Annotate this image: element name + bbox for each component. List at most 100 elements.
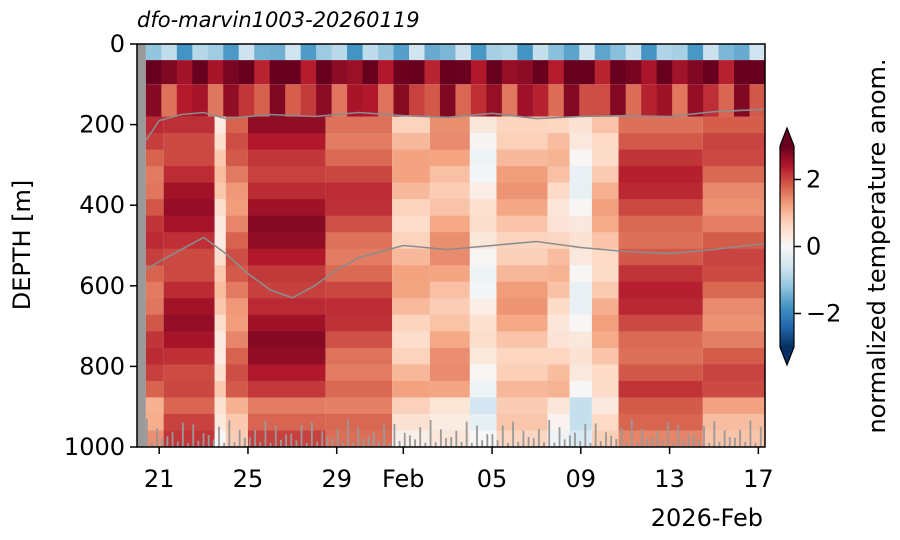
y-tick-label: 600 <box>79 272 125 300</box>
heatmap-cell <box>163 430 215 447</box>
surface-cell <box>579 60 596 85</box>
surface-cell <box>393 44 410 61</box>
bottom-missing-spike <box>238 429 241 447</box>
heatmap-cell <box>618 149 703 167</box>
bottom-missing-spike <box>734 437 736 447</box>
bottom-missing-spike <box>687 433 690 447</box>
heatmap-cell <box>325 182 393 200</box>
heatmap-cell <box>591 314 619 332</box>
heatmap-cell <box>469 133 497 151</box>
bottom-missing-spike <box>249 437 251 447</box>
heatmap-cell <box>145 413 164 431</box>
surface-cell <box>641 84 658 117</box>
heatmap-cell <box>163 298 215 316</box>
bottom-missing-spike <box>202 433 205 447</box>
bottom-missing-spike <box>641 428 643 447</box>
heatmap-cell <box>547 347 570 365</box>
heatmap-cell <box>618 199 703 217</box>
heatmap-cell <box>225 298 248 316</box>
bottom-missing-layer <box>145 418 762 447</box>
bottom-missing-spike <box>455 430 458 447</box>
surface-cell <box>687 60 704 85</box>
heatmap-cell <box>145 248 164 266</box>
surface-cell <box>486 60 503 85</box>
surface-cell <box>734 44 751 61</box>
heatmap-cell <box>392 166 430 184</box>
heatmap-cell <box>496 133 548 151</box>
surface-cell <box>532 60 549 85</box>
heatmap-cell <box>618 133 703 151</box>
heatmap-cell <box>569 364 592 382</box>
surface-cell <box>734 60 751 85</box>
heatmap-cell <box>325 281 393 299</box>
bottom-missing-spike <box>383 423 386 447</box>
heatmap-cell <box>392 149 430 167</box>
heatmap-cell <box>163 149 215 167</box>
y-tick-label: 200 <box>79 111 125 139</box>
bottom-missing-spike <box>661 441 664 447</box>
bottom-missing-spike <box>605 432 607 447</box>
surface-cell <box>703 84 720 117</box>
heatmap-cell <box>325 215 393 233</box>
surface-cell <box>625 44 642 61</box>
bottom-missing-spike <box>682 440 685 447</box>
heatmap-cell <box>547 116 570 134</box>
surface-cell <box>223 84 240 117</box>
bottom-missing-spike <box>228 420 231 447</box>
heatmap-cell <box>247 331 326 349</box>
heatmap-cell <box>247 380 326 398</box>
heatmap-cell <box>247 347 326 365</box>
heatmap-cell <box>214 265 226 283</box>
bottom-missing-spike <box>439 429 442 447</box>
bottom-missing-spike <box>212 439 215 447</box>
heatmap-cell <box>569 182 592 200</box>
heatmap-cell <box>429 166 470 184</box>
heatmap-cell <box>214 298 226 316</box>
bottom-missing-spike <box>419 427 422 447</box>
bottom-missing-spike <box>672 442 674 447</box>
bottom-missing-spike <box>161 438 164 447</box>
heatmap-cell <box>547 215 570 233</box>
surface-cell <box>424 84 441 117</box>
bottom-missing-spike <box>295 440 298 447</box>
heatmap-cell <box>163 116 215 134</box>
missing-data-block <box>137 44 146 447</box>
heatmap-cell <box>225 149 248 167</box>
heatmap-cell <box>163 397 215 415</box>
bottom-missing-spike <box>579 440 582 447</box>
heatmap-cell <box>214 149 226 167</box>
surface-cell <box>610 84 627 117</box>
heatmap-cell <box>496 380 548 398</box>
bottom-missing-spike <box>543 442 545 447</box>
surface-cell <box>254 60 271 85</box>
heatmap-cell <box>569 116 592 134</box>
bottom-missing-spike <box>316 441 318 447</box>
bottom-missing-spike <box>589 442 592 447</box>
surface-cell <box>331 60 348 85</box>
bottom-missing-spike <box>403 432 406 447</box>
heatmap-cell <box>591 364 619 382</box>
heatmap-cell <box>225 182 248 200</box>
heatmap-cell <box>247 314 326 332</box>
heatmap-cell <box>429 149 470 167</box>
bottom-missing-spike <box>347 419 349 447</box>
heatmap-cell <box>618 182 703 200</box>
heatmap-cell <box>392 248 430 266</box>
heatmap-cell <box>247 199 326 217</box>
heatmap-cell <box>496 248 548 266</box>
heatmap-cell <box>392 265 430 283</box>
heatmap-cell <box>618 364 703 382</box>
bottom-missing-spike <box>269 442 272 447</box>
heatmap-cell <box>392 281 430 299</box>
heatmap-cell <box>145 133 164 151</box>
y-tick-label: 1000 <box>64 433 125 461</box>
heatmap-cell <box>214 430 226 447</box>
surface-cell <box>718 60 735 85</box>
bottom-missing-spike <box>754 442 757 447</box>
surface-cell <box>486 84 503 117</box>
heatmap-cell <box>392 331 430 349</box>
bottom-missing-spike <box>501 425 504 447</box>
bottom-missing-spike <box>728 437 731 447</box>
heatmap-cell <box>702 182 765 200</box>
bottom-missing-spike <box>646 438 649 447</box>
